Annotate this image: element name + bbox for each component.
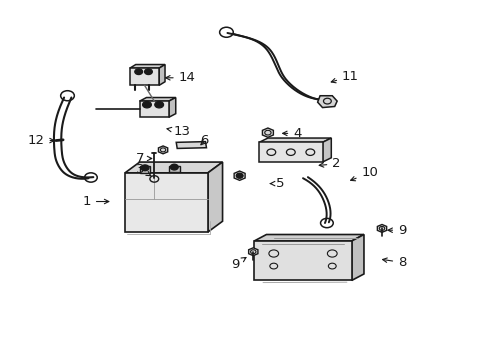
Text: 1: 1 xyxy=(82,195,109,208)
Polygon shape xyxy=(125,162,222,173)
Text: 14: 14 xyxy=(165,71,195,84)
Polygon shape xyxy=(168,98,175,117)
Polygon shape xyxy=(254,234,363,241)
Polygon shape xyxy=(377,225,386,232)
Polygon shape xyxy=(159,64,164,85)
Text: 2: 2 xyxy=(319,157,340,170)
Polygon shape xyxy=(351,234,363,280)
Polygon shape xyxy=(207,162,222,232)
Polygon shape xyxy=(130,68,159,85)
Text: 13: 13 xyxy=(167,125,190,138)
Circle shape xyxy=(155,102,163,108)
Text: 3: 3 xyxy=(136,163,150,176)
Text: 9: 9 xyxy=(387,224,406,237)
Polygon shape xyxy=(158,146,167,154)
Polygon shape xyxy=(140,98,175,101)
Text: 9: 9 xyxy=(231,257,245,271)
Text: 7: 7 xyxy=(136,152,151,165)
Text: 8: 8 xyxy=(382,256,406,269)
Text: 6: 6 xyxy=(200,134,208,147)
Bar xyxy=(168,166,179,172)
Polygon shape xyxy=(317,96,336,108)
Polygon shape xyxy=(262,128,273,137)
Circle shape xyxy=(236,173,243,178)
Polygon shape xyxy=(176,141,206,148)
Polygon shape xyxy=(234,171,244,180)
Circle shape xyxy=(170,164,178,170)
Text: 12: 12 xyxy=(27,134,54,147)
Polygon shape xyxy=(254,241,351,280)
Polygon shape xyxy=(259,138,330,142)
Text: 11: 11 xyxy=(330,69,358,83)
Circle shape xyxy=(135,69,142,75)
Text: 5: 5 xyxy=(270,177,284,190)
Circle shape xyxy=(142,102,151,108)
Bar xyxy=(140,166,150,173)
Text: 4: 4 xyxy=(282,127,301,140)
Circle shape xyxy=(141,165,149,171)
Polygon shape xyxy=(322,138,330,162)
Polygon shape xyxy=(125,173,207,232)
Polygon shape xyxy=(140,101,168,117)
Polygon shape xyxy=(259,142,322,162)
Polygon shape xyxy=(130,64,164,68)
Text: 10: 10 xyxy=(350,166,378,181)
Polygon shape xyxy=(248,248,257,256)
Circle shape xyxy=(144,69,152,75)
